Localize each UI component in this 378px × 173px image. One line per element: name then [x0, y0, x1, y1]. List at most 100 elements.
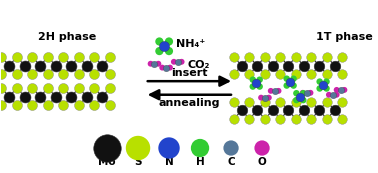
Point	[231, 100, 237, 103]
Point	[250, 78, 256, 81]
Point	[22, 64, 28, 67]
Point	[246, 73, 253, 76]
Point	[272, 89, 278, 92]
Point	[332, 109, 338, 112]
Point	[60, 73, 67, 76]
Point	[324, 73, 330, 76]
Point	[45, 104, 51, 107]
Point	[163, 66, 169, 69]
Point	[284, 84, 290, 87]
Point	[308, 73, 314, 76]
Point	[0, 56, 5, 58]
Point	[276, 89, 282, 92]
Point	[262, 118, 268, 120]
Point	[258, 96, 264, 99]
Point	[231, 56, 237, 58]
Point	[268, 89, 274, 92]
Point	[341, 89, 347, 91]
Point	[37, 95, 43, 98]
Point	[250, 85, 256, 88]
Point	[339, 73, 345, 76]
Point	[293, 99, 299, 102]
Text: S: S	[134, 157, 142, 167]
Point	[334, 89, 340, 91]
Point	[293, 73, 299, 76]
Point	[14, 86, 20, 89]
Point	[262, 73, 268, 76]
Point	[246, 118, 253, 120]
Point	[166, 40, 172, 43]
Point	[257, 85, 263, 88]
Point	[29, 56, 36, 58]
Point	[291, 84, 297, 87]
Point	[68, 95, 74, 98]
Point	[60, 104, 67, 107]
Point	[320, 84, 326, 86]
Point	[161, 45, 167, 48]
Point	[254, 64, 260, 67]
Point	[37, 64, 43, 67]
Point	[277, 56, 284, 58]
Text: H: H	[196, 157, 204, 167]
Point	[68, 64, 74, 67]
Point	[304, 91, 310, 94]
Point	[317, 80, 323, 83]
Point	[316, 64, 322, 67]
Point	[107, 56, 113, 58]
Point	[53, 95, 59, 98]
Point	[339, 100, 345, 103]
Point	[60, 86, 67, 89]
Text: C: C	[227, 157, 235, 167]
Point	[171, 60, 177, 63]
Point	[45, 73, 51, 76]
Point	[0, 86, 5, 89]
Text: O: O	[258, 157, 266, 167]
Point	[135, 147, 141, 149]
Point	[308, 100, 314, 103]
Point	[308, 118, 314, 120]
Point	[246, 56, 253, 58]
Point	[167, 66, 173, 69]
Point	[262, 96, 268, 99]
Point	[293, 100, 299, 103]
Text: NH₄⁺: NH₄⁺	[176, 39, 205, 49]
Point	[76, 86, 82, 89]
Point	[297, 95, 303, 98]
Point	[293, 118, 299, 120]
Point	[285, 64, 291, 67]
Point	[284, 77, 290, 80]
Point	[107, 104, 113, 107]
Point	[239, 109, 245, 112]
Point	[300, 99, 306, 102]
Point	[91, 86, 98, 89]
Text: 1T phase: 1T phase	[316, 32, 373, 42]
Point	[45, 86, 51, 89]
Point	[84, 64, 90, 67]
Point	[147, 62, 153, 65]
Point	[293, 92, 299, 95]
Point	[262, 56, 268, 58]
Point	[60, 56, 67, 58]
Point	[14, 104, 20, 107]
Point	[197, 147, 203, 149]
Point	[253, 82, 259, 84]
Point	[166, 147, 172, 149]
Point	[107, 73, 113, 76]
Point	[99, 64, 105, 67]
Point	[239, 64, 245, 67]
Point	[277, 118, 284, 120]
Point	[339, 56, 345, 58]
Point	[22, 95, 28, 98]
Point	[76, 73, 82, 76]
Point	[14, 73, 20, 76]
Point	[285, 109, 291, 112]
Point	[266, 96, 272, 99]
Point	[324, 118, 330, 120]
Point	[228, 147, 234, 149]
Point	[104, 147, 110, 149]
Point	[175, 60, 181, 63]
Point	[91, 104, 98, 107]
Point	[293, 56, 299, 58]
Point	[76, 104, 82, 107]
Text: Mo: Mo	[98, 157, 116, 167]
